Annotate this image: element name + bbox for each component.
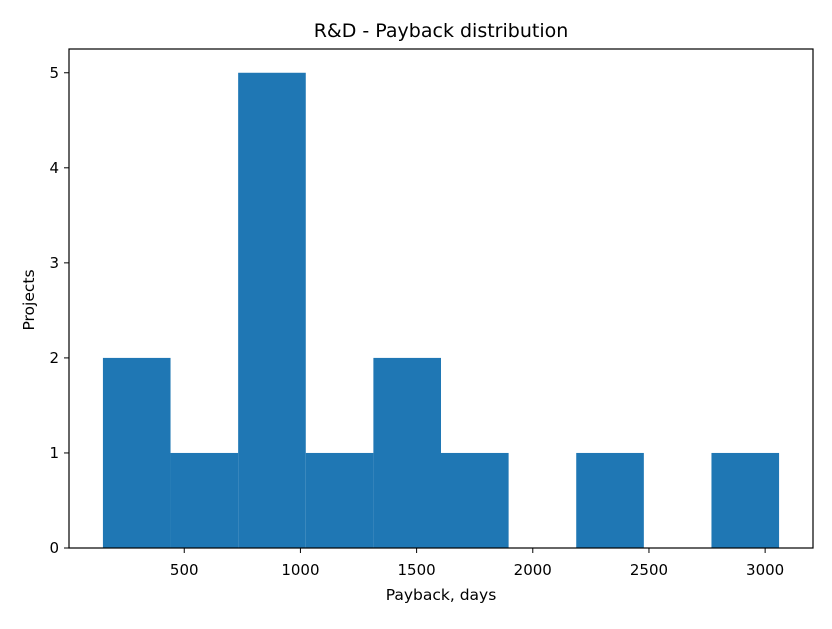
histogram-bar xyxy=(711,452,780,548)
histogram-bar xyxy=(238,72,306,548)
y-tick-label: 3 xyxy=(49,254,59,272)
y-axis-ticks: 0 1 2 3 4 5 xyxy=(49,64,69,557)
chart-title: R&D - Payback distribution xyxy=(314,20,569,42)
x-tick-label: 500 xyxy=(170,561,199,579)
plot-frame xyxy=(68,48,814,549)
bars-group xyxy=(102,72,780,548)
histogram-bar xyxy=(441,452,509,548)
y-tick-label: 5 xyxy=(49,64,59,82)
y-axis-label: Projects xyxy=(20,269,38,330)
x-tick-label: 1000 xyxy=(281,561,319,579)
y-tick-label: 2 xyxy=(49,349,59,367)
x-tick-label: 3000 xyxy=(746,561,784,579)
x-axis-ticks: 500 1000 1500 2000 2500 3000 xyxy=(170,548,784,579)
histogram-bar xyxy=(576,452,644,548)
x-tick-label: 1500 xyxy=(398,561,436,579)
x-tick-label: 2000 xyxy=(514,561,552,579)
histogram-bar xyxy=(102,357,171,548)
x-axis-label: Payback, days xyxy=(386,586,497,604)
x-tick-label: 2500 xyxy=(630,561,668,579)
histogram-bar xyxy=(305,452,374,548)
histogram-bar xyxy=(373,357,441,548)
y-tick-label: 1 xyxy=(49,444,59,462)
y-tick-label: 4 xyxy=(49,159,59,177)
histogram-bar xyxy=(170,452,239,548)
y-tick-label: 0 xyxy=(49,539,59,557)
